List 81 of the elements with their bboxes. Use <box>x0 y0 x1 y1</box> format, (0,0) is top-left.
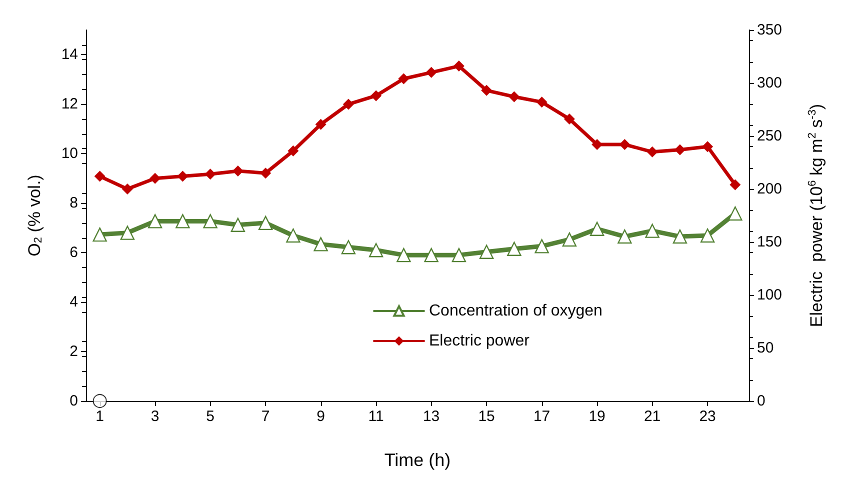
y2-tick-label: 100 <box>757 286 782 304</box>
point <box>370 90 382 102</box>
y2-tick-label: 350 <box>757 22 782 38</box>
point <box>398 73 410 84</box>
point <box>286 228 300 243</box>
point <box>702 141 714 152</box>
x-tick-label: 11 <box>368 408 384 425</box>
point <box>562 232 577 247</box>
point <box>536 96 548 108</box>
x-tick-label: 19 <box>588 408 606 425</box>
point <box>288 145 299 156</box>
point <box>396 248 411 262</box>
x-axis-title: Time (h) <box>384 450 451 470</box>
legend-label: Electric power <box>429 332 530 350</box>
y-tick-label: 10 <box>61 145 78 162</box>
x-tick-label: 7 <box>261 408 270 425</box>
point <box>730 179 741 190</box>
point <box>534 239 549 254</box>
y2-tick-label: 250 <box>757 128 782 144</box>
point <box>177 170 188 182</box>
y2-tick-label: 300 <box>757 74 782 92</box>
point <box>258 216 273 230</box>
point <box>315 118 326 130</box>
point <box>148 214 162 228</box>
y2-axis-title: Electric power (106 kg m2 s-3) <box>806 104 826 328</box>
x-tick-label: 1 <box>96 408 104 425</box>
point <box>481 84 492 96</box>
x-tick-label: 17 <box>533 408 550 425</box>
point <box>564 114 575 125</box>
point <box>479 244 494 259</box>
point <box>590 222 604 236</box>
point <box>94 170 106 182</box>
y2-tick-label: 200 <box>757 180 782 198</box>
y-tick-label: 0 <box>70 392 78 410</box>
y2-tick-label: 150 <box>757 234 782 250</box>
point <box>672 229 688 244</box>
point <box>618 229 632 244</box>
point <box>203 214 218 228</box>
x-tick-label: 13 <box>422 408 440 425</box>
point <box>619 138 630 150</box>
point <box>342 98 354 110</box>
point <box>508 91 520 102</box>
point <box>260 168 272 179</box>
y2-tick-label: 50 <box>757 340 774 356</box>
y-tick-label: 4 <box>70 294 78 311</box>
x-tick-label: 3 <box>150 408 160 425</box>
point <box>507 242 522 256</box>
point <box>204 168 216 180</box>
point <box>230 218 246 232</box>
point <box>341 240 356 254</box>
point <box>368 243 384 258</box>
y-axis-title: O2 (% vol.) <box>25 174 44 256</box>
legend-label: Concentration of oxygen <box>429 302 602 320</box>
x-tick-label: 5 <box>206 408 214 425</box>
point <box>674 144 686 156</box>
x-tick-label: 21 <box>644 408 661 425</box>
y-tick-label: 2 <box>70 343 78 360</box>
point <box>646 146 658 158</box>
point <box>700 228 715 243</box>
x-tick-label: 23 <box>699 408 716 425</box>
x-tick-label: 9 <box>316 408 325 425</box>
point <box>92 394 107 408</box>
y-tick-label: 12 <box>61 96 78 113</box>
y-tick-label: 8 <box>70 194 78 212</box>
point <box>314 237 328 252</box>
point <box>176 214 190 228</box>
y-tick-label: 6 <box>70 244 78 262</box>
point <box>92 227 107 242</box>
point <box>645 224 660 238</box>
point <box>453 60 464 72</box>
y2-tick-label: 0 <box>757 392 766 410</box>
y-tick-label: 14 <box>61 46 78 64</box>
point <box>232 165 244 176</box>
point <box>426 66 437 78</box>
point <box>452 248 466 262</box>
point <box>728 206 742 221</box>
point <box>150 172 161 184</box>
x-tick-label: 15 <box>478 408 495 425</box>
point <box>120 226 135 240</box>
point <box>424 248 438 262</box>
point <box>122 184 133 194</box>
